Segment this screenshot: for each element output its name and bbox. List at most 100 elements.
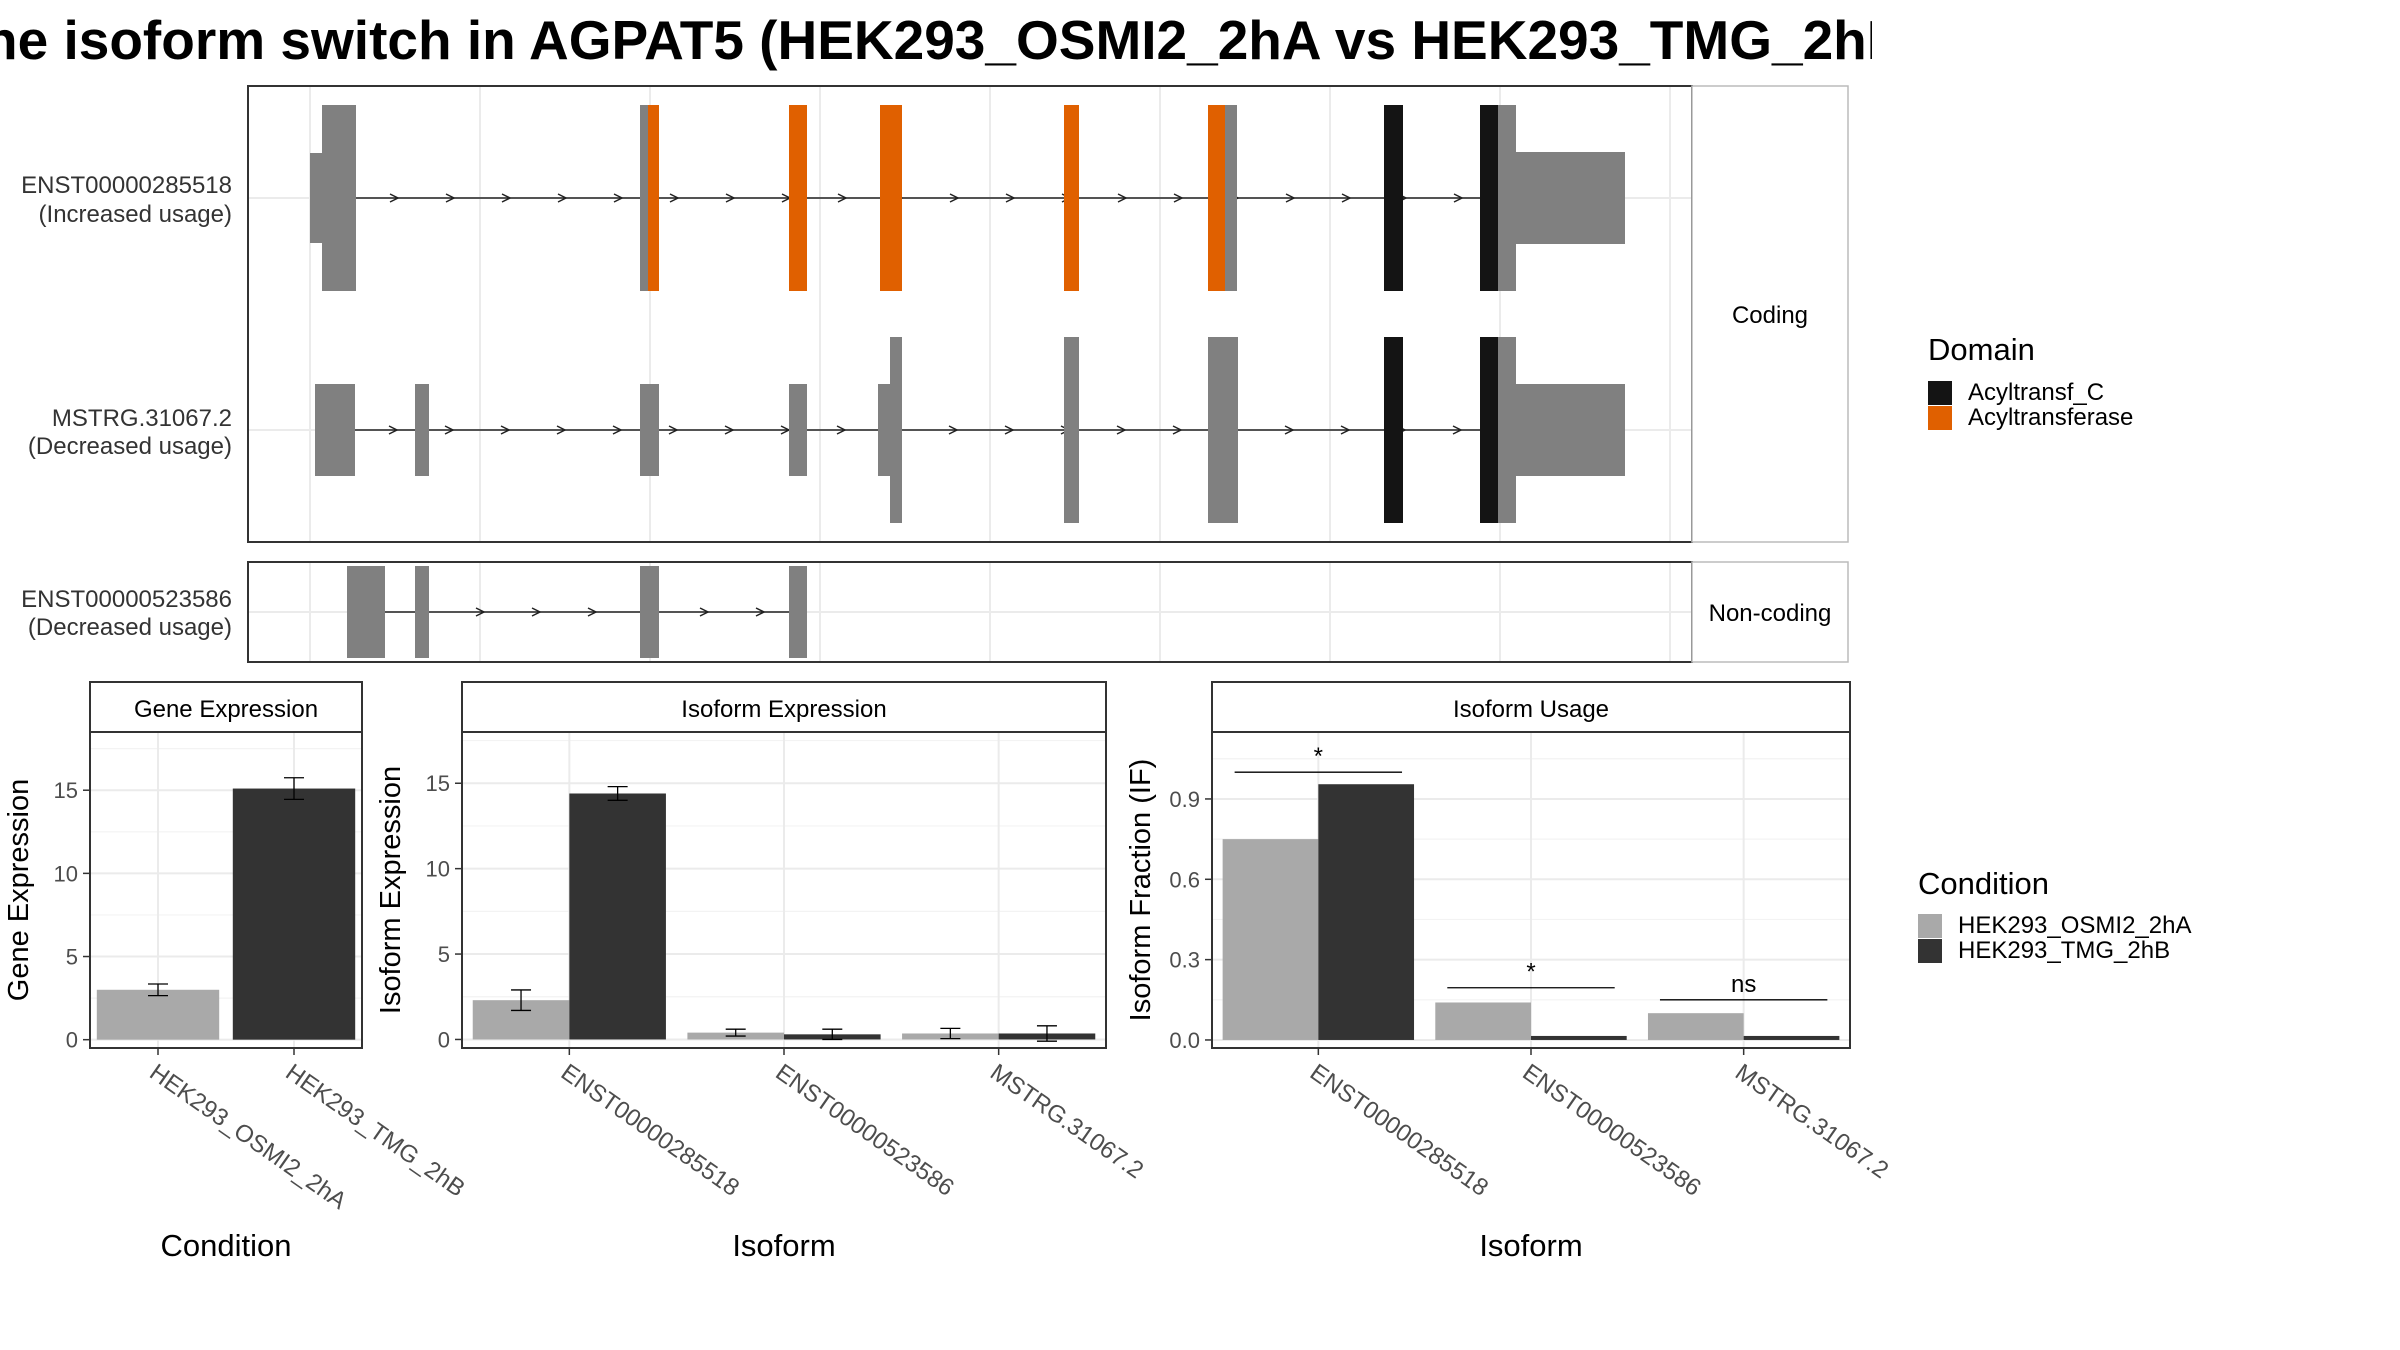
tx1-acyltransferase-domain [880,105,902,291]
tx2-intron-arrow [948,425,959,435]
tx1-exon [1225,105,1237,291]
tx3-intron-arrow [755,607,766,617]
tx1-acyltransf-c-domain [1384,105,1403,291]
tx1-intron-arrow [389,193,400,203]
coding-facet-label: Coding [1732,302,1808,329]
domain-legend-swatch [1928,381,1952,405]
y-tick-label: 15 [54,778,78,803]
tx2-intron-arrow [724,425,735,435]
condition-legend-swatch [1918,939,1942,963]
tx1-utr-exon [1516,152,1625,244]
y-tick-label: 0 [66,1028,78,1053]
x-tick-label: MSTRG.31067.2 [1730,1059,1893,1184]
domain-legend-title: Domain [1928,332,2035,367]
tx1-exon [1498,105,1516,291]
bar-HEK293_OSMI2_2hA [1435,1002,1531,1040]
tx1-intron-arrow [557,193,568,203]
y-axis-label: Isoform Fraction (IF) [1125,759,1157,1022]
tx1-intron-arrow [613,193,624,203]
tx2-intron-arrow [1340,425,1351,435]
y-tick-label: 10 [54,861,78,886]
tx2-exon [878,384,892,476]
y-tick-label: 15 [426,771,450,796]
bar-HEK293_TMG_2hB [1743,1035,1840,1040]
bar-HEK293_OSMI2_2hA [96,989,220,1040]
tx3-exon [789,566,807,658]
x-axis-label: Isoform [732,1228,835,1263]
tx3-intron-arrow [587,607,598,617]
tx1-utr-exon [310,153,324,243]
y-tick-label: 0.3 [1169,948,1200,973]
condition-legend-swatch [1918,914,1942,938]
tx3-exon [415,566,429,658]
y-axis-label: Isoform Expression [375,766,407,1014]
tx2-intron-arrow [1116,425,1127,435]
tx2-intron-arrow [612,425,623,435]
page-title-text: he isoform switch in AGPAT5 (HEK293_OSMI… [0,9,1872,71]
x-tick-label: ENST00000523586 [771,1059,959,1202]
condition-legend-title: Condition [1918,866,2049,901]
y-tick-label: 0.0 [1169,1028,1200,1053]
bar-HEK293_TMG_2hB [1318,784,1415,1040]
page-title: he isoform switch in AGPAT5 (HEK293_OSMI… [0,0,1872,80]
y-tick-label: 0.6 [1169,867,1200,892]
tx2-intron-arrow [1004,425,1015,435]
tx1-intron-arrow [1173,193,1184,203]
condition-legend-label: HEK293_TMG_2hB [1958,937,2170,964]
isoform-usage-label: (Decreased usage) [28,433,232,460]
tx1-intron-arrow [949,193,960,203]
y-axis-label: Gene Expression [3,779,35,1001]
tx1-acyltransf-c-domain [1480,105,1498,291]
tx1-intron-arrow [501,193,512,203]
tx2-intron-arrow [1284,425,1295,435]
chart-title: Isoform Usage [1453,696,1609,723]
tx1-acyltransferase-domain [1064,105,1079,291]
tx1-acyltransferase-domain [648,105,659,291]
tx1-acyltransferase-domain [1208,105,1225,291]
y-tick-label: 10 [426,857,450,882]
tx2-acyltransf-c-domain [1384,337,1403,523]
domain-legend-label: Acyltransferase [1968,404,2133,431]
tx1-intron-arrow [1341,193,1352,203]
tx2-exon [1064,337,1079,523]
tx3-intron-arrow [699,607,710,617]
coding-panel-bg [248,86,1692,542]
x-tick-label: ENST00000285518 [556,1059,744,1202]
coding-facet-strip [1691,85,1849,543]
x-axis-label: Isoform [1479,1228,1582,1263]
tx3-exon [640,566,659,658]
tx2-intron-arrow [556,425,567,435]
tx2-intron-arrow [836,425,847,435]
tx3-intron-arrow [475,607,486,617]
x-tick-label: ENST00000523586 [1518,1059,1706,1202]
tx1-intron-arrow [837,193,848,203]
tx1-exon [640,105,648,291]
tx2-exon [789,384,807,476]
bar-HEK293_OSMI2_2hA [1647,1013,1744,1040]
tx1-exon [322,105,356,291]
domain-legend-swatch [1928,406,1952,430]
bar-HEK293_OSMI2_2hA [1222,839,1319,1040]
tx1-intron-arrow [1117,193,1128,203]
tx3-exon [347,566,385,658]
tx2-utr-exon [1516,384,1625,476]
y-tick-label: 0.9 [1169,787,1200,812]
significance-label: ns [1731,971,1756,998]
tx2-acyltransf-c-domain [1480,337,1498,523]
x-tick-label: MSTRG.31067.2 [985,1059,1148,1184]
tx2-intron-arrow [500,425,511,435]
condition-legend-label: HEK293_OSMI2_2hA [1958,912,2191,939]
tx1-intron-arrow [725,193,736,203]
x-tick-label: ENST00000285518 [1305,1059,1493,1202]
tx2-exon [1208,337,1238,523]
y-tick-label: 5 [438,942,450,967]
tx1-intron-arrow [1285,193,1296,203]
tx2-exon [315,384,355,476]
chart-title-strip [461,681,1107,733]
tx1-intron-arrow [1005,193,1016,203]
tx2-intron-arrow [388,425,399,435]
chart-title: Gene Expression [134,696,318,723]
significance-label: * [1314,743,1323,770]
domain-legend-label: Acyltransf_C [1968,379,2104,406]
y-tick-label: 0 [438,1027,450,1052]
